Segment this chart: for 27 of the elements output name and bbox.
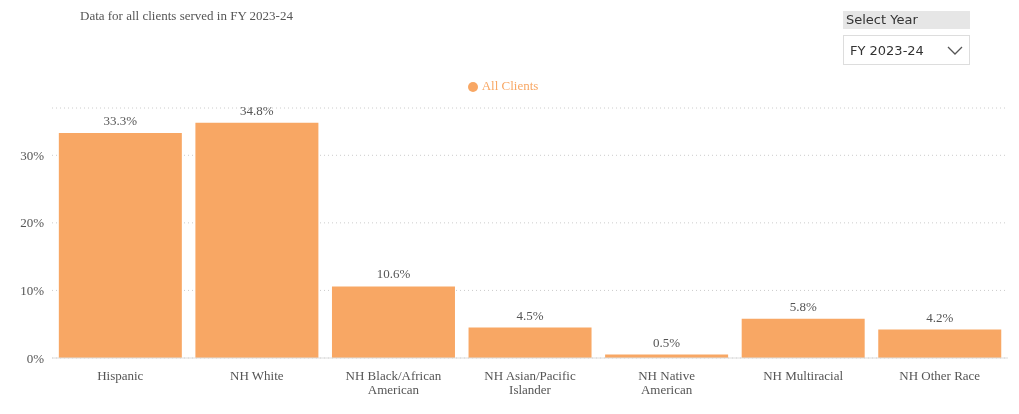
x-tick-label: NH Asian/Pacific Islander bbox=[484, 368, 576, 397]
year-selector: Select Year FY 2023-24 bbox=[843, 11, 970, 65]
data-label: 4.5% bbox=[516, 307, 544, 323]
data-label: 34.8% bbox=[240, 102, 274, 118]
legend-label: All Clients bbox=[481, 78, 539, 93]
y-tick-label: 30% bbox=[20, 147, 45, 163]
x-tick-label: NH White bbox=[230, 368, 284, 383]
data-label: 5.8% bbox=[789, 298, 817, 314]
chart-title: Data for all clients served in FY 2023-24 bbox=[80, 8, 293, 24]
x-tick-label: NH Multiracial bbox=[763, 368, 844, 383]
bar bbox=[195, 122, 319, 358]
y-tick-label: 20% bbox=[20, 215, 45, 231]
data-label: 4.2% bbox=[926, 309, 954, 325]
x-tick-label: Hispanic bbox=[97, 368, 144, 383]
x-tick-label: NH Other Race bbox=[899, 368, 981, 383]
x-tick-label: NH Native American bbox=[638, 368, 696, 397]
bar bbox=[878, 329, 1002, 358]
bar bbox=[468, 327, 592, 358]
bar bbox=[741, 318, 865, 358]
y-tick-label: 0% bbox=[26, 350, 45, 366]
data-label: 33.3% bbox=[103, 113, 138, 128]
data-label: 10.6% bbox=[376, 266, 411, 282]
bar bbox=[331, 286, 455, 358]
y-tick-label: 10% bbox=[20, 283, 45, 299]
x-tick-label: NH Black/African American bbox=[345, 368, 442, 397]
bar bbox=[58, 133, 182, 358]
data-label: 0.5% bbox=[653, 334, 681, 350]
